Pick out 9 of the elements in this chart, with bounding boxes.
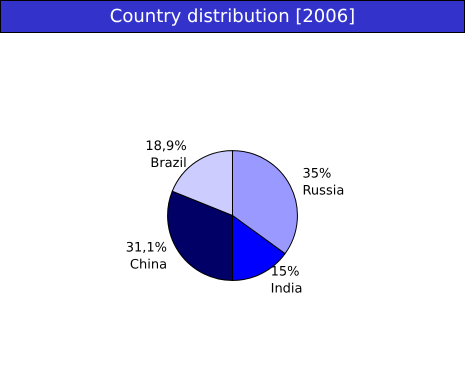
data-label: 18,9% [145,139,187,154]
slice-label: India [270,282,303,297]
slice-label: Russia [302,183,344,198]
data-label: 31,1% [126,240,168,256]
slice-label: China [130,257,168,272]
chart-title: Country distribution [2006] [0,0,465,33]
data-label: 15% [270,264,300,280]
data-label: 35% [302,166,332,182]
slice-label: Brazil [150,156,187,172]
